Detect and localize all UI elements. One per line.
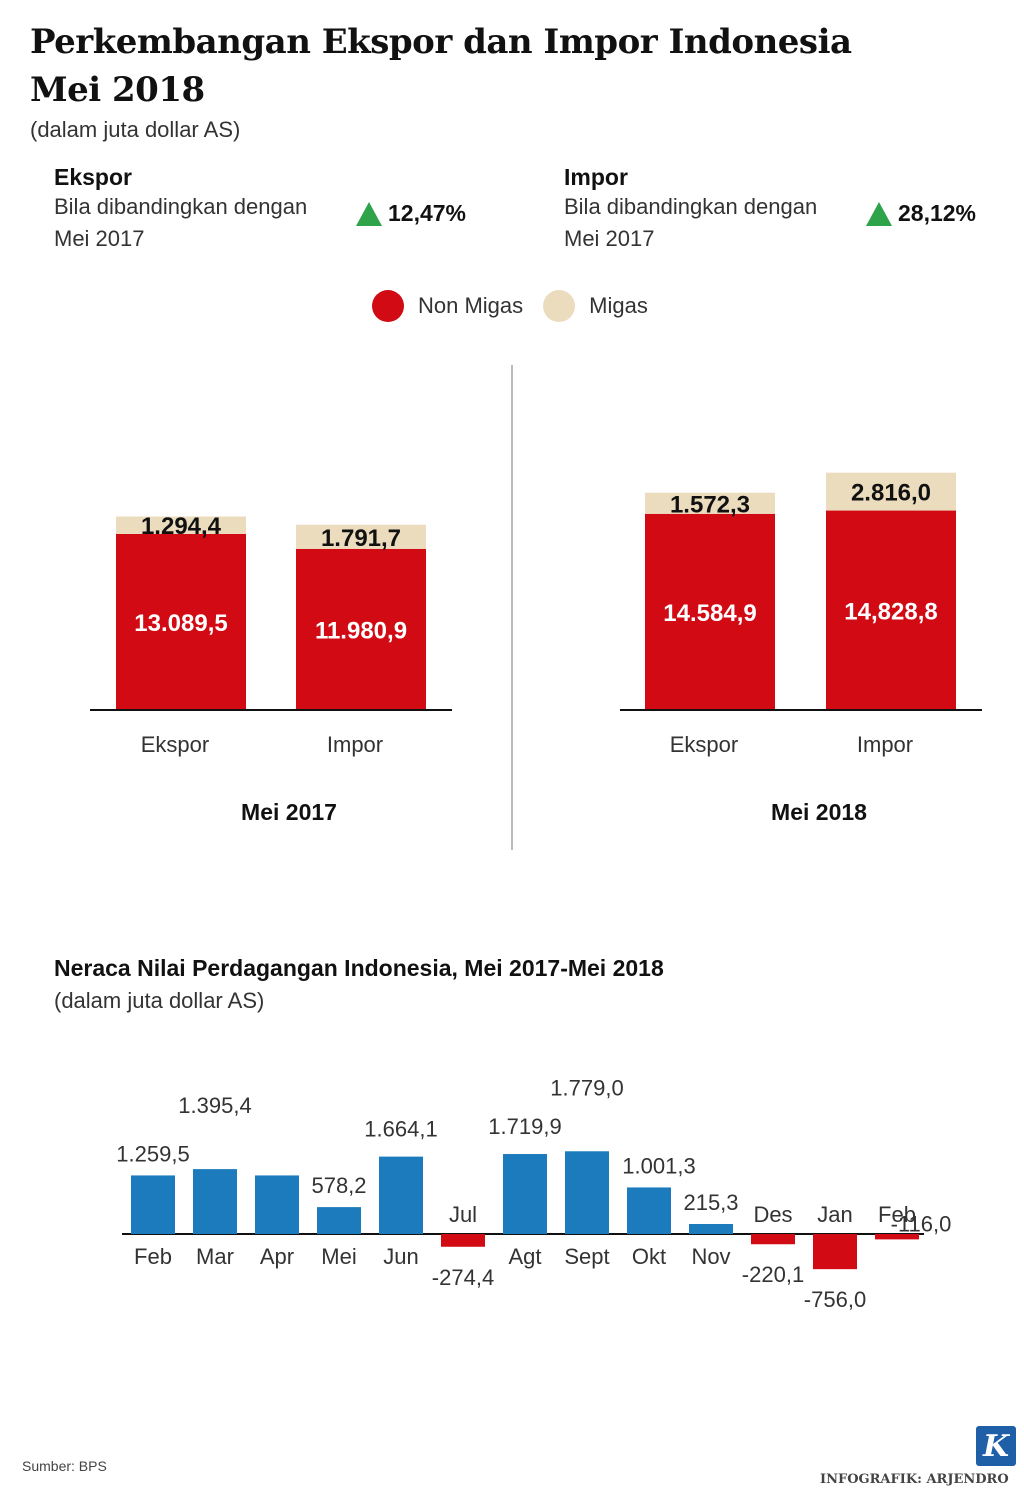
value-label: 215,3 [683, 1190, 738, 1215]
non-migas-value-label: 14,828,8 [844, 598, 937, 625]
value-label: -274,4 [432, 1265, 494, 1290]
migas-bar [826, 472, 956, 511]
legend-migas-label: Migas [589, 293, 648, 318]
migas-value-label: 1.572,3 [670, 491, 750, 518]
positive-bar [689, 1223, 733, 1234]
legend-migas: Migas [543, 290, 648, 322]
non-migas-value-label: 14.584,9 [663, 600, 756, 627]
negative-bar [441, 1234, 485, 1247]
legend: Non Migas Migas [372, 290, 648, 322]
title-line-1: Perkembangan Ekspor dan Impor Indonesia [30, 22, 852, 62]
non-migas-bar [826, 510, 956, 710]
trade-balance-chart: Feb 1.259,5 Mar 1.395,4 Apr Mei 578,2 Jun 1.664,… [116, 1075, 952, 1312]
migas-swatch-icon [543, 290, 576, 322]
migas-value-label: 2.816,0 [851, 480, 931, 507]
positive-bar [193, 1169, 237, 1234]
non-migas-value-label: 11.980,9 [315, 617, 407, 644]
up-arrow-icon [356, 201, 382, 226]
migas-value-label: 1.294,4 [141, 513, 222, 540]
impor-heading: Impor [564, 164, 628, 190]
category-label: Impor [327, 732, 383, 757]
non-migas-bar [296, 548, 426, 710]
group-label: Mei 2018 [771, 799, 867, 825]
ekspor-sub-1: Bila dibandingkan dengan [54, 194, 308, 219]
credit-line: INFOGRAFIK: ARJENDRO [820, 1472, 1009, 1487]
positive-bar [565, 1151, 609, 1234]
impor-change-value: 28,12% [898, 200, 977, 226]
month-label: Mei [321, 1244, 356, 1269]
value-label: -756,0 [804, 1287, 866, 1312]
positive-bar [503, 1154, 547, 1234]
month-label: Mar [196, 1244, 234, 1269]
stacked-bar-charts: 13.089,5 1.294,4 Ekspor 11.980,9 1.791,7 Impo… [90, 365, 982, 850]
ekspor-summary: Ekspor Bila dibandingkan dengan Mei 2017 [54, 164, 474, 255]
value-label: -220,1 [742, 1262, 804, 1287]
migas-bar [645, 492, 775, 514]
ekspor-sub-2: Mei 2017 [54, 226, 145, 251]
category-label: Ekspor [670, 732, 738, 757]
up-arrow-icon [866, 201, 892, 226]
month-label: Agt [508, 1244, 541, 1269]
month-label: Apr [260, 1244, 294, 1269]
balance-chart-title: Neraca Nilai Perdagangan Indonesia, Mei … [54, 955, 664, 981]
ekspor-heading: Ekspor [54, 164, 132, 190]
month-label: Jan [817, 1202, 852, 1227]
negative-bar [813, 1234, 857, 1270]
non-migas-bar [116, 533, 246, 710]
non-migas-bar [645, 513, 775, 710]
ekspor-change-value: 12,47% [388, 200, 467, 226]
legend-non-migas-label: Non Migas [418, 293, 524, 318]
migas-value-label: 1.791,7 [321, 525, 401, 552]
page-title: Perkembangan Ekspor dan Impor Indonesia … [30, 18, 990, 114]
month-label: Sept [564, 1244, 609, 1269]
positive-bar [379, 1156, 423, 1234]
value-label: 1.395,4 [178, 1093, 251, 1118]
impor-summary: Impor Bila dibandingkan dengan Mei 2017 [564, 164, 984, 255]
positive-bar [131, 1175, 175, 1234]
value-label: 578,2 [311, 1173, 366, 1198]
impor-sub-1: Bila dibandingkan dengan [564, 194, 818, 219]
unit-note: (dalam juta dollar AS) [30, 117, 241, 142]
value-label: 1.664,1 [364, 1117, 437, 1142]
value-label: 1.779,0 [550, 1075, 623, 1100]
value-label: -116,0 [891, 1211, 952, 1236]
category-label: Ekspor [141, 732, 209, 757]
impor-sub-2: Mei 2017 [564, 226, 655, 251]
month-label: Des [753, 1202, 792, 1227]
non-migas-value-label: 13.089,5 [134, 610, 227, 637]
balance-chart-subtitle: (dalam juta dollar AS) [54, 988, 265, 1013]
month-label: Jul [449, 1202, 477, 1227]
positive-bar [317, 1207, 361, 1234]
ekspor-change: 12,47% [356, 200, 466, 227]
group-label: Mei 2017 [241, 799, 337, 825]
month-label: Nov [691, 1244, 730, 1269]
negative-bar [751, 1234, 795, 1245]
source-note: Sumber: BPS [22, 1458, 107, 1474]
title-line-2: Mei 2018 [30, 70, 205, 110]
negative-bar [875, 1234, 919, 1240]
positive-bar [255, 1175, 299, 1234]
legend-non-migas: Non Migas [372, 290, 523, 322]
publisher-logo-icon: K [976, 1426, 1016, 1466]
migas-bar [296, 524, 426, 549]
month-label: Jun [383, 1244, 418, 1269]
month-label: Feb [134, 1244, 172, 1269]
migas-bar [116, 516, 246, 534]
value-label: 1.259,5 [116, 1141, 189, 1166]
month-label: Feb [878, 1202, 916, 1227]
impor-change: 28,12% [866, 200, 976, 227]
non-migas-swatch-icon [372, 290, 404, 322]
value-label: 1.001,3 [622, 1153, 695, 1178]
value-label: 1.719,9 [488, 1114, 561, 1139]
category-label: Impor [857, 732, 913, 757]
month-label: Okt [632, 1244, 666, 1269]
positive-bar [627, 1187, 671, 1234]
